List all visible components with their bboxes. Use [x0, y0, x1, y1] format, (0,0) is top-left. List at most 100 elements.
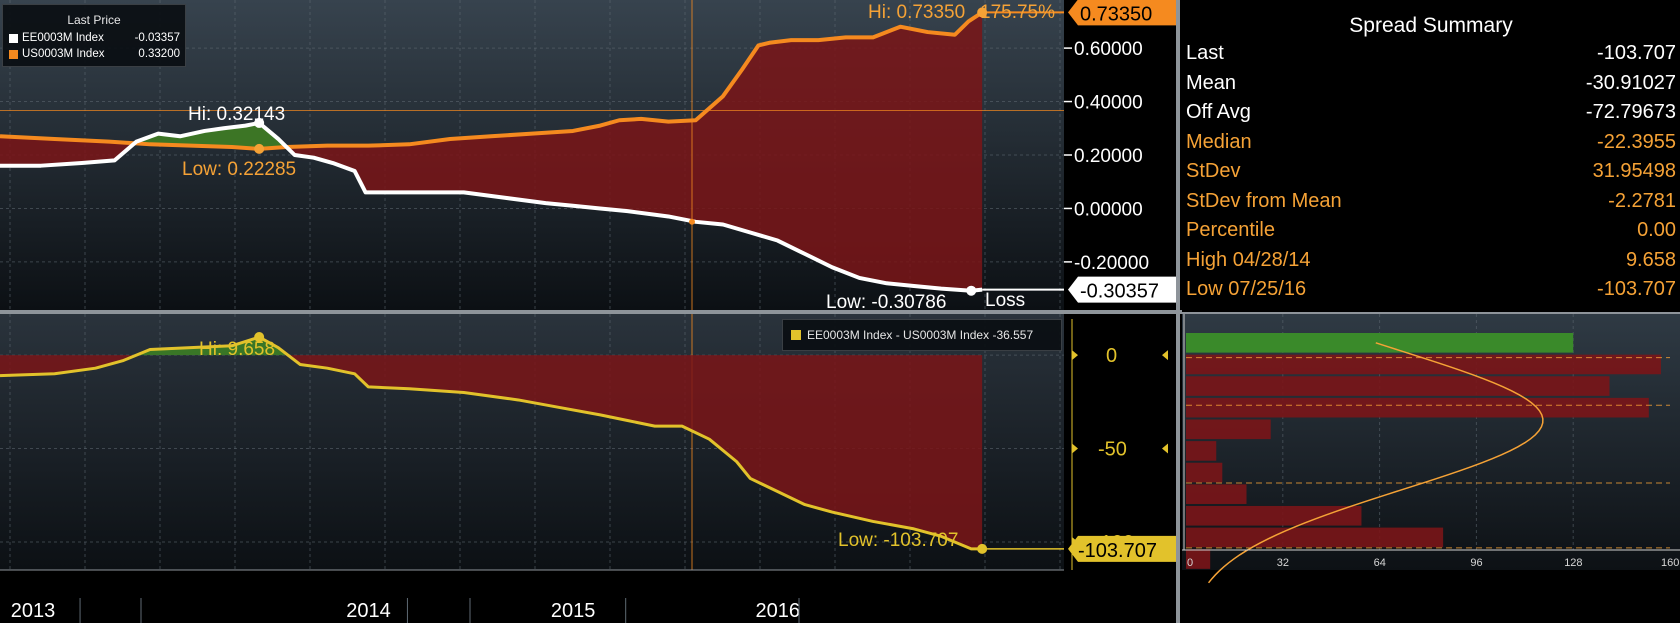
- hi-us-marker: [977, 7, 988, 18]
- summary-row: Low 07/25/16 -103.707: [1186, 278, 1680, 307]
- x-tick-label: 2013: [11, 600, 56, 622]
- summary-row: Off Avg -72.79673: [1186, 101, 1680, 130]
- low-us-marker: [254, 143, 265, 154]
- summary-value: -30.91027: [1585, 71, 1676, 94]
- price-legend[interactable]: Last Price EE0003M Index -0.03357 US0003…: [2, 4, 186, 67]
- hist-x-tick-label: 160: [1661, 557, 1679, 569]
- histogram-bar[interactable]: [1186, 549, 1211, 569]
- summary-row: StDev from Mean -2.2781: [1186, 190, 1680, 219]
- low-us-label: Low: 0.22285: [182, 159, 296, 180]
- loss-label: Loss: [985, 290, 1025, 311]
- y-tick-label: 0.00000: [1074, 199, 1143, 220]
- normal-curve: [1207, 342, 1544, 584]
- last-spread-value: -103.707: [1078, 540, 1157, 562]
- spread-legend-swatch: [791, 330, 801, 340]
- histogram-bar[interactable]: [1186, 527, 1444, 548]
- panel-separator: [0, 310, 1680, 314]
- hi-us-label: Hi: 0.73350: [868, 2, 965, 23]
- histogram-bar[interactable]: [1186, 376, 1610, 396]
- spread-line[interactable]: [0, 335, 983, 551]
- histogram-bar[interactable]: [1186, 484, 1247, 504]
- legend-swatch-ee: [9, 34, 18, 43]
- summary-label: Mean: [1186, 71, 1237, 94]
- histogram-bar[interactable]: [1186, 505, 1362, 526]
- histogram-bar[interactable]: [1186, 354, 1661, 375]
- y-tick-label: -0.20000: [1074, 253, 1149, 274]
- us0003m-line[interactable]: [0, 10, 984, 151]
- spread-legend-text: EE0003M Index - US0003M Index -36.557: [807, 328, 1033, 342]
- summary-row: Mean -30.91027: [1186, 72, 1680, 101]
- legend-value-ee: -0.03357: [134, 32, 180, 44]
- histogram-bar[interactable]: [1186, 397, 1649, 418]
- x-tick-label: 2016: [756, 600, 801, 622]
- summary-value: 0.00: [1637, 219, 1676, 241]
- summary-label: Off Avg: [1186, 101, 1251, 123]
- low-ee-marker: [966, 285, 977, 296]
- summary-row: Median -22.3955: [1186, 131, 1680, 160]
- y-tick: [1162, 443, 1168, 454]
- summary-label: StDev from Mean: [1186, 189, 1342, 212]
- summary-row: High 04/28/14 9.658: [1186, 249, 1680, 278]
- spread-summary-title: Spread Summary: [1349, 14, 1513, 37]
- hi-spread-label: Hi: 9.658: [199, 339, 275, 360]
- ee0003m-line[interactable]: [0, 120, 983, 293]
- summary-row: Percentile 0.00: [1186, 219, 1680, 248]
- y-tick-label: 0.20000: [1074, 146, 1143, 167]
- hist-x-tick-label: 0: [1187, 557, 1193, 569]
- legend-swatch-us: [9, 50, 18, 59]
- histogram-bar[interactable]: [1186, 419, 1271, 440]
- last-us-value: 0.73350: [1080, 3, 1152, 25]
- last-ee-value: -0.30357: [1080, 281, 1159, 303]
- x-tick-label: 2015: [551, 600, 596, 622]
- spread-legend-value: -36.557: [992, 328, 1034, 342]
- spread-legend-name: EE0003M Index - US0003M Index: [807, 328, 990, 342]
- histogram-bar[interactable]: [1186, 462, 1223, 483]
- summary-value: 9.658: [1625, 248, 1676, 271]
- x-tick-label: 2014: [346, 600, 391, 622]
- summary-row: StDev 31.95498: [1186, 160, 1680, 189]
- y-tick-label: -50: [1098, 439, 1127, 461]
- last-spread-tag: [1068, 535, 1176, 562]
- legend-entry-us[interactable]: US0003M Index 0.33200: [9, 48, 184, 62]
- summary-value: -103.707: [1597, 42, 1676, 64]
- summary-value: -22.3955: [1597, 130, 1676, 153]
- summary-value: 31.95498: [1592, 160, 1676, 182]
- y-tick-label: 0: [1106, 345, 1117, 367]
- pct-us-label: 175.75%: [980, 2, 1055, 23]
- last-ee-tag: [1068, 276, 1176, 303]
- legend-value-us: 0.33200: [138, 48, 180, 60]
- summary-label: Low 07/25/16: [1186, 278, 1307, 300]
- histogram-bar[interactable]: [1186, 333, 1574, 353]
- hi-spread-marker: [254, 332, 265, 343]
- legend-entry-ee[interactable]: EE0003M Index -0.03357: [9, 32, 184, 46]
- summary-value: -72.79673: [1585, 101, 1676, 123]
- legend-header: Last Price: [67, 13, 121, 27]
- y-tick-label: 0.40000: [1074, 93, 1143, 114]
- hist-x-tick-label: 96: [1470, 557, 1482, 569]
- hi-ee-marker: [254, 117, 265, 128]
- summary-label: Percentile: [1186, 219, 1275, 241]
- summary-label: High 04/28/14: [1186, 248, 1311, 271]
- legend-name-ee: EE0003M Index: [22, 32, 104, 44]
- summary-label: Last: [1186, 42, 1224, 64]
- spread-loss-area: [0, 355, 983, 549]
- last-us-tag: [1068, 0, 1176, 26]
- spread-legend[interactable]: EE0003M Index - US0003M Index -36.557: [782, 319, 1062, 351]
- histogram-bar[interactable]: [1186, 441, 1217, 461]
- summary-value: -103.707: [1597, 278, 1676, 300]
- loss-area: [0, 12, 983, 291]
- y-tick: [1072, 350, 1078, 361]
- hist-x-tick-label: 64: [1374, 557, 1386, 569]
- y-tick: [1162, 350, 1168, 361]
- spread-summary-panel: Spread Summary Last -103.707 Mean -30.91027…: [1182, 0, 1680, 312]
- y-tick: [1072, 443, 1078, 454]
- hi-ee-label: Hi: 0.32143: [188, 104, 285, 125]
- crosshair-dot: [689, 218, 695, 225]
- hist-x-tick-label: 32: [1277, 557, 1289, 569]
- low-spread-label: Low: -103.707: [838, 530, 958, 551]
- summary-label: StDev: [1186, 160, 1241, 182]
- panel-separator-vertical: [1176, 0, 1180, 623]
- summary-row: Last -103.707: [1186, 42, 1680, 71]
- legend-name-us: US0003M Index: [22, 48, 105, 60]
